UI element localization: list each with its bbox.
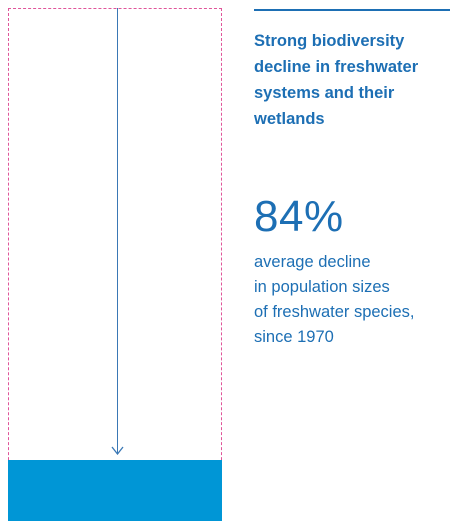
population-frame <box>8 8 222 520</box>
arrow-down-icon <box>111 446 124 455</box>
decline-stat-description: average decline in population sizes of f… <box>254 253 415 346</box>
remaining-population-fill <box>8 460 222 521</box>
top-divider <box>254 9 450 11</box>
headline: Strong biodiversity decline in freshwate… <box>254 32 419 128</box>
decline-stat-value: 84% <box>254 192 344 241</box>
decline-arrow-shaft <box>117 8 118 454</box>
